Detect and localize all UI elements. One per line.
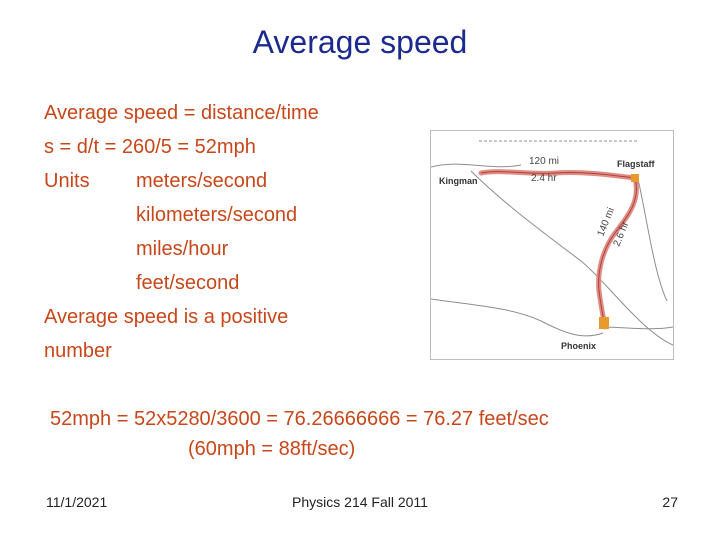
slide-title: Average speed (252, 24, 468, 60)
unit-item: kilometers/second (136, 204, 298, 226)
positive-note-line: number (44, 340, 112, 362)
map-background (431, 131, 673, 359)
road-line (636, 174, 668, 302)
unit-item: miles/hour (136, 238, 229, 260)
phoenix-label: Phoenix (561, 341, 596, 351)
route-centerline (480, 171, 637, 328)
definition-line: Average speed = distance/time (44, 102, 319, 124)
units-line: Units meters/second (44, 164, 319, 198)
route-map: Kingman Flagstaff Phoenix 120 mi 2.4 hr … (430, 130, 674, 360)
unit-item: meters/second (136, 170, 268, 192)
phoenix-marker (599, 317, 609, 329)
conversion-line: 52mph = 52x5280/3600 = 76.26666666 = 76.… (50, 408, 549, 430)
flagstaff-marker (631, 174, 639, 182)
road-line (470, 170, 674, 346)
kingman-label: Kingman (439, 176, 478, 186)
road-line (430, 298, 604, 337)
conversion-note: (60mph = 88ft/sec) (188, 438, 356, 460)
units-label: Units (44, 170, 90, 192)
footer-course: Physics 214 Fall 2011 (292, 494, 428, 510)
flagstaff-label: Flagstaff (617, 159, 656, 169)
unit-item: feet/second (136, 272, 240, 294)
slide-number: 27 (662, 494, 678, 510)
road-line (430, 163, 522, 168)
route-map-svg: Kingman Flagstaff Phoenix 120 mi 2.4 hr … (430, 131, 674, 359)
positive-note-line: Average speed is a positive (44, 306, 289, 328)
slide-body: Average speed = distance/time s = d/t = … (44, 96, 319, 368)
formula-line: s = d/t = 260/5 = 52mph (44, 136, 256, 158)
leg1-time-label: 2.4 hr (531, 173, 557, 184)
footer-date: 11/1/2021 (46, 494, 108, 510)
leg1-distance-label: 120 mi (529, 156, 559, 167)
conversion-block: 52mph = 52x5280/3600 = 76.26666666 = 76.… (50, 404, 549, 464)
